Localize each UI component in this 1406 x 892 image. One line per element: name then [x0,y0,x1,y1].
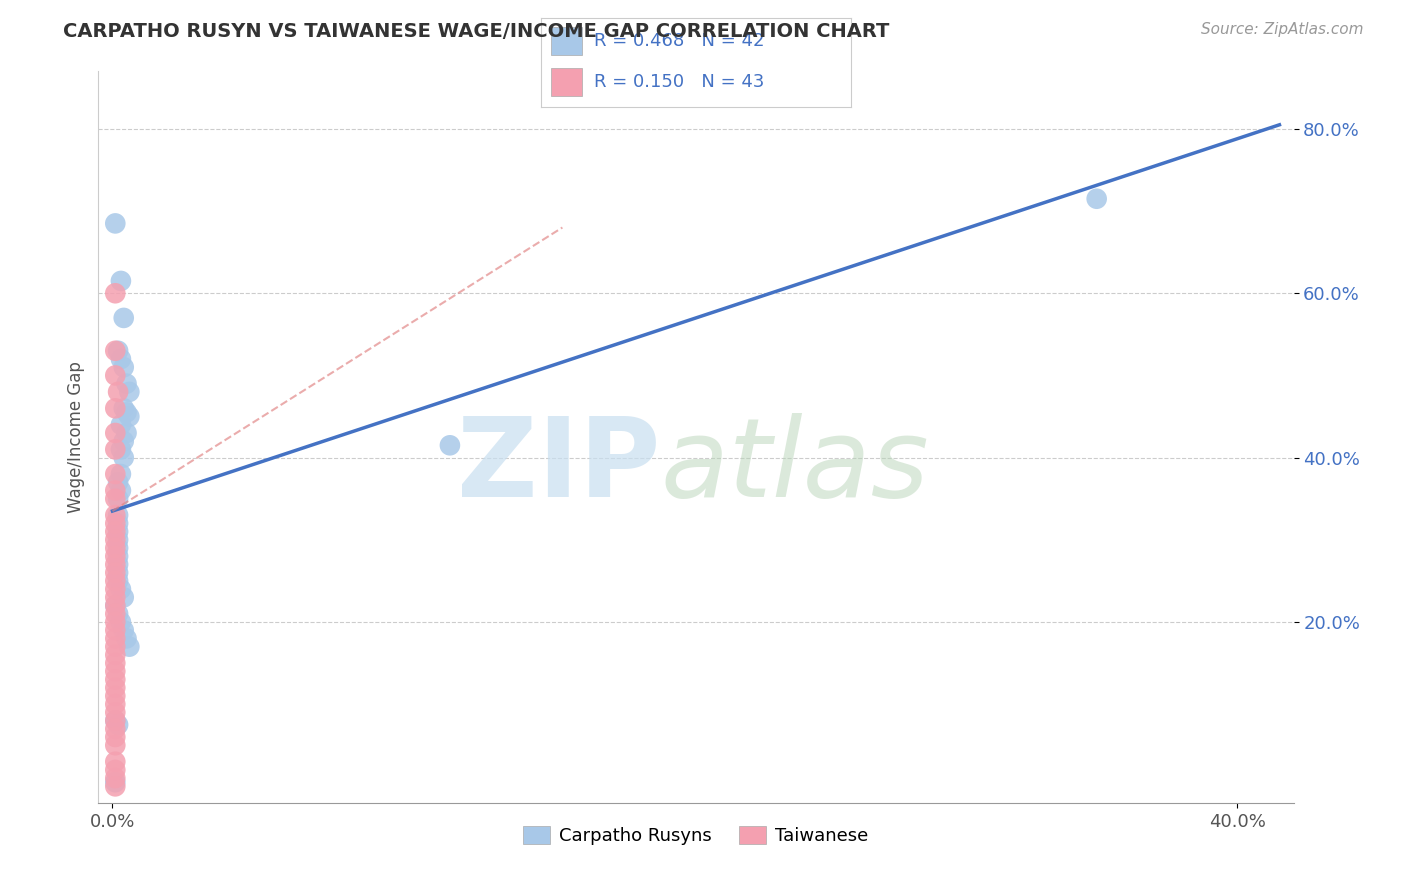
Point [104,706,127,720]
Point [107,533,129,547]
Point [104,673,127,687]
Point [104,632,127,646]
Point [112,401,135,416]
Point [118,409,141,424]
Point [104,763,127,777]
Point [104,665,127,679]
Text: ZIP: ZIP [457,413,661,520]
Point [104,714,127,728]
Point [104,368,127,383]
Point [1085,192,1108,206]
Point [104,722,127,736]
Point [104,216,127,230]
Point [104,591,127,605]
Point [104,739,127,753]
Point [104,533,127,547]
Point [104,286,127,301]
Point [104,714,127,728]
Point [104,697,127,711]
Point [104,582,127,596]
Point [104,467,127,481]
Text: Source: ZipAtlas.com: Source: ZipAtlas.com [1201,22,1364,37]
Point [107,574,129,588]
Point [107,524,129,539]
Point [107,549,129,564]
Point [112,310,135,325]
Point [107,475,129,490]
Point [107,717,129,731]
Point [104,566,127,580]
Bar [551,68,582,96]
Point [104,599,127,613]
Point [104,624,127,638]
Point [115,632,138,646]
Point [104,681,127,695]
Point [110,417,132,432]
Point [104,508,127,523]
Point [112,450,135,465]
Point [110,615,132,629]
Point [118,640,141,654]
Point [104,541,127,555]
Point [107,566,129,580]
Text: atlas: atlas [661,413,929,520]
Text: R = 0.150   N = 43: R = 0.150 N = 43 [593,73,765,91]
Point [107,516,129,531]
Point [107,491,129,506]
Point [104,689,127,703]
Point [104,483,127,498]
Point [110,351,132,366]
Point [110,582,132,596]
Point [107,508,129,523]
Point [104,648,127,662]
Point [112,434,135,449]
Point [104,516,127,531]
Y-axis label: Wage/Income Gap: Wage/Income Gap [66,361,84,513]
Point [104,730,127,744]
Point [104,574,127,588]
Point [112,591,135,605]
Point [115,376,138,391]
Point [104,491,127,506]
Point [112,360,135,375]
Point [104,775,127,789]
Point [107,558,129,572]
Point [104,771,127,785]
Point [107,607,129,621]
Point [104,656,127,670]
Point [104,343,127,358]
Point [107,384,129,399]
Point [104,524,127,539]
Point [104,640,127,654]
Point [104,401,127,416]
Point [115,425,138,440]
Point [110,483,132,498]
Point [104,607,127,621]
Point [104,442,127,457]
Point [110,442,132,457]
Point [110,274,132,288]
Point [112,624,135,638]
Point [104,755,127,769]
Point [104,549,127,564]
Point [107,343,129,358]
Text: CARPATHO RUSYN VS TAIWANESE WAGE/INCOME GAP CORRELATION CHART: CARPATHO RUSYN VS TAIWANESE WAGE/INCOME … [63,22,890,41]
Point [115,405,138,419]
Point [104,425,127,440]
Text: R = 0.468   N = 42: R = 0.468 N = 42 [593,32,765,50]
Legend: Carpatho Rusyns, Taiwanese: Carpatho Rusyns, Taiwanese [516,819,876,852]
Point [118,384,141,399]
Point [104,780,127,794]
Point [104,599,127,613]
Point [104,558,127,572]
Point [439,438,461,452]
Point [110,467,132,481]
Bar [551,27,582,55]
Point [107,541,129,555]
Point [104,615,127,629]
